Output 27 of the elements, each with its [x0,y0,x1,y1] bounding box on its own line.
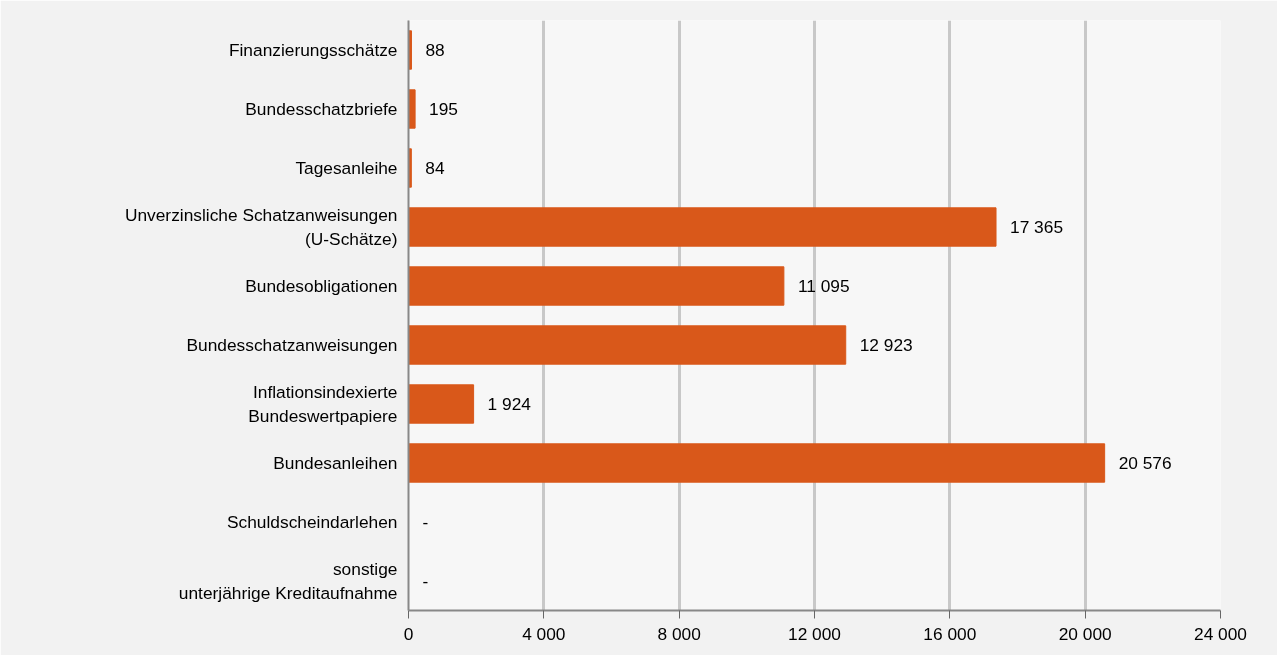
y-tick-label: Tagesanleihe [295,158,398,178]
data-label: 84 [425,158,445,178]
y-tick-label: Bundesobligationen [245,276,398,296]
x-tick-label: 0 [403,623,414,644]
y-tick-label: Inflationsindexierte Bundeswertpapiere [248,382,398,426]
data-label: 88 [425,40,445,60]
y-tick-label: Bundesschatzanweisungen [186,335,398,355]
x-tick-label: 8 000 [657,623,701,644]
data-label: 20 576 [1118,453,1172,473]
y-tick-label: Finanzierungsschätze [228,40,398,60]
x-tick-label: 16 000 [923,623,977,644]
data-label: 11 095 [797,276,850,296]
x-tick-label: 24 000 [1194,623,1247,644]
y-tick-label: sonstige unterjährige Kreditaufnahme [178,559,398,603]
data-label: 17 365 [1010,217,1064,237]
text: - [422,512,429,532]
data-label: 1 924 [487,394,532,414]
data-label: 195 [429,99,459,119]
x-tick-label: 20 000 [1058,623,1112,644]
y-tick-label: Schuldscheindarlehen [226,512,398,532]
text: - [422,571,429,591]
y-tick-label: Bundesschatzbriefe [245,99,398,119]
x-tick-label: 4 000 [522,623,566,644]
x-tick-label: 12 000 [788,623,841,644]
data-label: 12 923 [859,335,913,355]
y-tick-label: Unverzinsliche Schatzanweisungen (U-Schätze) [124,205,398,249]
y-tick-label: Bundesanleihen [273,453,398,473]
